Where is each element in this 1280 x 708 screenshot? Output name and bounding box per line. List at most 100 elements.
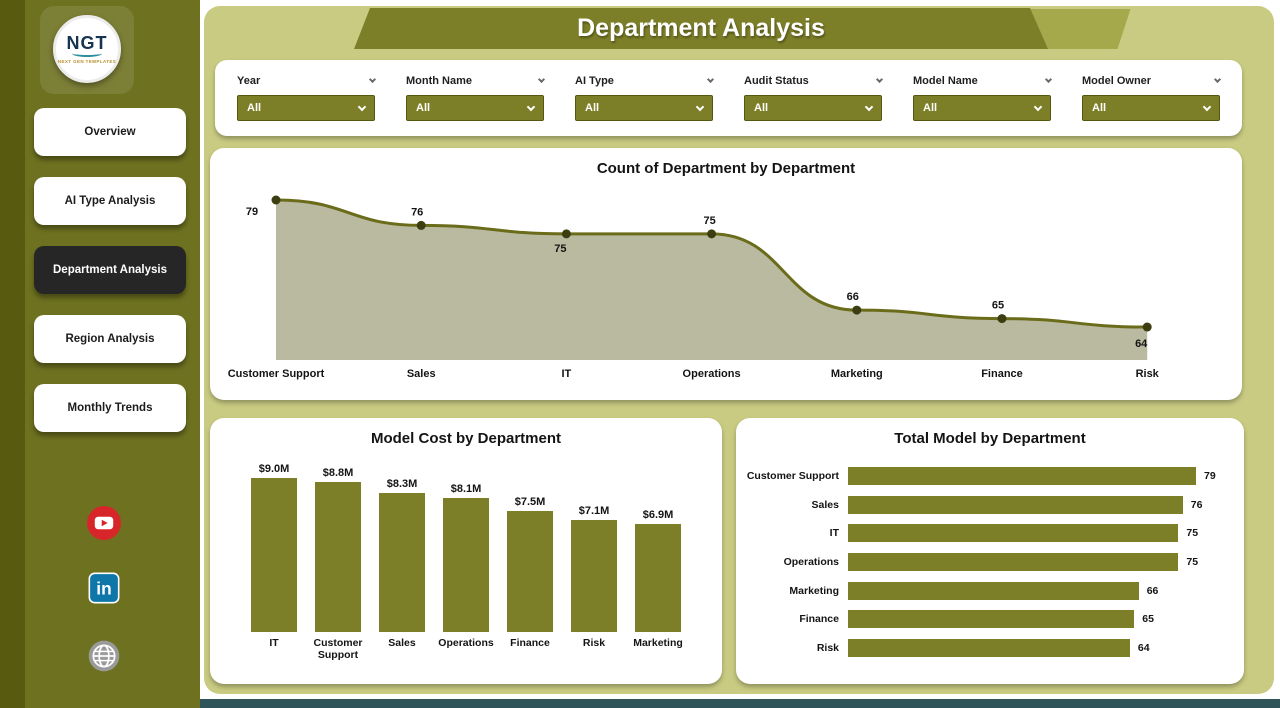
bar-customer-support[interactable] — [315, 482, 361, 632]
bar-value-label: 75 — [1186, 527, 1199, 540]
data-point-value: 64 — [1135, 338, 1148, 350]
data-point-it[interactable] — [561, 229, 571, 239]
y-axis-label: IT — [829, 527, 839, 540]
filter-dropdown-model-name[interactable]: All — [913, 95, 1051, 121]
chevron-down-icon[interactable] — [537, 75, 546, 84]
linkedin-icon[interactable]: in — [88, 572, 120, 604]
youtube-icon[interactable] — [87, 506, 121, 540]
bar-value-label: $8.3M — [386, 478, 418, 491]
filter-dropdown-month-name[interactable]: All — [406, 95, 544, 121]
chevron-down-icon[interactable] — [1044, 75, 1053, 84]
data-point-marketing[interactable] — [852, 305, 862, 315]
filter-bar: Year All Month Name All AI Type All Audit Stat… — [215, 60, 1242, 136]
sidebar-item-overview[interactable]: Overview — [34, 108, 186, 156]
sidebar-nav: Overview AI Type Analysis Department Analy… — [0, 0, 200, 708]
filter-label-model-name: Model Name — [913, 75, 978, 87]
hbar-row-marketing: Marketing 66 — [736, 576, 1244, 605]
area-chart-title: Count of Department by Department — [596, 160, 856, 177]
svg-text:in: in — [96, 579, 111, 599]
filter-dropdown-ai-type[interactable]: All — [575, 95, 713, 121]
bar-value-label: $7.1M — [578, 504, 610, 517]
bar-sales[interactable] — [848, 495, 1183, 514]
cost-bar-column-finance: $7.5M — [498, 496, 562, 632]
bar-sales[interactable] — [379, 493, 425, 632]
chevron-down-icon[interactable] — [875, 75, 884, 84]
cost-bar-column-risk: $7.1M — [562, 505, 626, 632]
sidebar-item-region-analysis[interactable]: Region Analysis — [34, 315, 186, 363]
filter-value: All — [247, 102, 262, 114]
filter-value: All — [416, 102, 431, 114]
bottom-accent-strip — [195, 699, 1280, 708]
data-point-value: 75 — [554, 243, 566, 255]
y-axis-label: Finance — [799, 613, 839, 626]
sidebar-item-department-analysis[interactable]: Department Analysis — [34, 246, 186, 294]
cost-bar-column-it: $9.0M — [242, 463, 306, 632]
bar-finance[interactable] — [507, 511, 553, 632]
bar-value-label: 76 — [1190, 498, 1203, 511]
data-point-value: 76 — [411, 206, 423, 218]
globe-icon[interactable] — [88, 640, 120, 672]
bar-it[interactable] — [848, 524, 1179, 543]
chevron-down-icon[interactable] — [368, 75, 377, 84]
bar-operations[interactable] — [848, 553, 1179, 572]
y-axis-label: Operations — [783, 556, 839, 569]
bar-value-label: 75 — [1186, 556, 1199, 569]
bar-marketing[interactable] — [848, 581, 1139, 600]
bar-marketing[interactable] — [635, 524, 681, 632]
ngt-logo-text: NGT — [66, 33, 108, 53]
hbar-row-customer-support: Customer Support 79 — [736, 462, 1244, 491]
total-chart: Customer Support 79 Sales 76 IT 75 Operations 7… — [736, 462, 1244, 662]
filter-value: All — [923, 102, 938, 114]
area-chart: 79 Customer Support 76 Sales 75 IT 75 Operation… — [228, 195, 1160, 380]
page-title: Department Analysis — [577, 14, 825, 42]
filter-dropdown-year[interactable]: All — [237, 95, 375, 121]
bar-value-label: $8.8M — [322, 467, 354, 480]
bar-customer-support[interactable] — [848, 467, 1196, 486]
filter-model-name: Model Name All — [913, 71, 1053, 136]
x-axis-label: Customer Support — [313, 637, 363, 662]
total-chart-card: Total Model by Department Customer Suppo… — [736, 418, 1244, 684]
chevron-down-icon — [864, 102, 874, 111]
hbar-row-finance: Finance 65 — [736, 605, 1244, 634]
sidebar-item-ai-type-analysis[interactable]: AI Type Analysis — [34, 177, 186, 225]
filter-dropdown-audit-status[interactable]: All — [744, 95, 882, 121]
filter-audit-status: Audit Status All — [744, 71, 884, 136]
data-point-finance[interactable] — [997, 314, 1007, 324]
data-point-value: 79 — [246, 206, 258, 218]
bar-value-label: 79 — [1204, 470, 1216, 483]
filter-label-year: Year — [237, 75, 261, 87]
logo-plate: NGT NEXT GEN TEMPLATES — [40, 6, 134, 94]
bar-value-label: $6.9M — [642, 509, 674, 522]
bar-risk[interactable] — [571, 519, 617, 632]
cost-chart-axis: IT Customer Support Sales Operations Finance… — [210, 637, 722, 661]
data-point-operations[interactable] — [707, 229, 717, 239]
cost-chart-card: Model Cost by Department $9.0M $8.8M $8.3M… — [210, 418, 722, 684]
bar-risk[interactable] — [848, 638, 1130, 657]
bar-it[interactable] — [251, 478, 297, 632]
hbar-row-operations: Operations 75 — [736, 548, 1244, 577]
chevron-down-icon — [1033, 102, 1043, 111]
x-axis-label: Marketing — [831, 368, 883, 380]
bar-operations[interactable] — [443, 497, 489, 632]
data-point-risk[interactable] — [1142, 322, 1152, 332]
x-axis-label: Risk — [1136, 368, 1160, 380]
filter-label-audit-status: Audit Status — [744, 75, 809, 87]
bar-finance[interactable] — [848, 610, 1135, 629]
cost-bar-column-customer-support: $8.8M — [306, 467, 370, 632]
data-point-customer-support[interactable] — [271, 195, 281, 205]
data-point-sales[interactable] — [416, 220, 426, 230]
x-axis-label: IT — [269, 637, 279, 649]
sidebar-item-monthly-trends[interactable]: Monthly Trends — [34, 384, 186, 432]
filter-month-name: Month Name All — [406, 71, 546, 136]
filter-dropdown-model-owner[interactable]: All — [1082, 95, 1220, 121]
ngt-logo-swoosh — [72, 50, 102, 57]
x-axis-label: Sales — [388, 637, 416, 649]
chevron-down-icon[interactable] — [1213, 75, 1222, 84]
data-point-value: 65 — [992, 300, 1004, 312]
cost-chart-title: Model Cost by Department — [370, 430, 562, 447]
x-axis-label: Risk — [582, 637, 606, 649]
chevron-down-icon[interactable] — [706, 75, 715, 84]
filter-ai-type: AI Type All — [575, 71, 715, 136]
chevron-down-icon — [357, 102, 367, 111]
